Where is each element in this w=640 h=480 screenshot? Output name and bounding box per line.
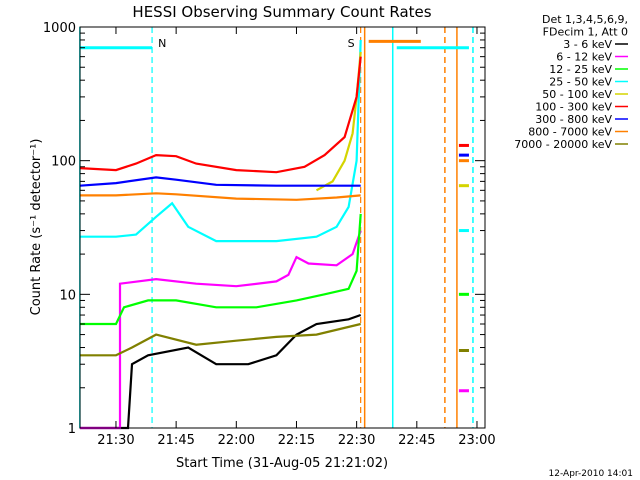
series-line — [79, 213, 362, 326]
legend: Det 1,3,4,5,6,9,FDecim 1, Att 03 - 6 keV… — [514, 13, 628, 151]
x-tick-label: 22:45 — [398, 433, 435, 448]
chart-title: HESSI Observing Summary Count Rates — [132, 3, 431, 21]
marker-label: S — [348, 37, 355, 50]
y-axis: 1 10 100 1000 — [43, 21, 485, 437]
x-tick-label: 22:15 — [278, 433, 315, 448]
legend-label: 7000 - 20000 keV — [514, 138, 612, 151]
x-axis: 21:30 21:45 22:00 22:15 22:30 22:45 23:00 — [97, 27, 496, 448]
marker-label: N — [158, 37, 166, 50]
series-line — [79, 192, 361, 201]
x-axis-title: Start Time (31-Aug-05 21:21:02) — [176, 456, 388, 471]
legend-label: 100 - 300 keV — [535, 101, 612, 114]
series-line — [79, 176, 361, 187]
x-tick-label: 22:00 — [218, 433, 255, 448]
y-tick-label: 1 — [68, 422, 76, 437]
series-line — [79, 313, 362, 430]
series-line — [79, 39, 362, 243]
x-tick-label: 21:30 — [97, 433, 134, 448]
legend-label: 300 - 800 keV — [535, 113, 612, 126]
y-axis-title: Count Rate (s⁻¹ detector⁻¹) — [29, 139, 44, 316]
legend-label: 25 - 50 keV — [549, 76, 612, 89]
x-tick-label: 23:00 — [458, 433, 495, 448]
legend-label: 800 - 7000 keV — [528, 126, 612, 139]
y-tick-label: 10 — [59, 288, 76, 303]
series-line — [79, 56, 362, 174]
legend-header: FDecim 1, Att 0 — [543, 26, 628, 39]
legend-label: 12 - 25 keV — [549, 63, 612, 76]
series-line — [79, 322, 361, 357]
legend-header: Det 1,3,4,5,6,9, — [542, 13, 628, 26]
legend-label: 3 - 6 keV — [563, 38, 612, 51]
y-tick-label: 100 — [51, 155, 76, 170]
legend-label: 50 - 100 keV — [542, 88, 612, 101]
date-stamp: 12-Apr-2010 14:01 — [549, 469, 633, 479]
plot-frame — [79, 26, 486, 429]
legend-label: 6 - 12 keV — [556, 51, 612, 64]
series-line — [79, 230, 362, 430]
x-tick-label: 21:45 — [157, 433, 194, 448]
x-tick-label: 22:30 — [338, 433, 375, 448]
y-tick-label: 1000 — [43, 21, 76, 36]
